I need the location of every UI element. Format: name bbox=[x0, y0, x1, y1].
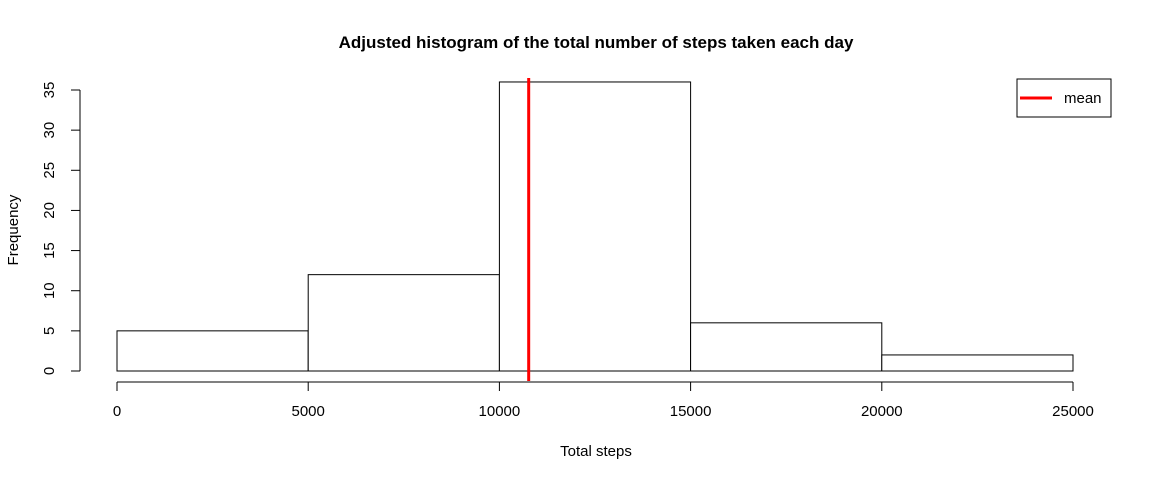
y-tick-label-7: 35 bbox=[41, 82, 58, 99]
y-tick-label-0: 0 bbox=[41, 367, 58, 375]
y-tick-label-3: 15 bbox=[41, 242, 58, 259]
y-axis: 0 5 10 15 20 25 30 35 bbox=[41, 82, 81, 375]
x-tick-label-1: 5000 bbox=[292, 403, 325, 420]
y-tick-label-6: 30 bbox=[41, 122, 58, 139]
histogram-bar-3 bbox=[690, 322, 883, 372]
x-tick-label-3: 15000 bbox=[670, 403, 712, 420]
y-tick-label-2: 10 bbox=[41, 282, 58, 299]
histogram-bar-2 bbox=[498, 81, 692, 372]
histogram-bar-0 bbox=[116, 330, 309, 372]
y-axis-label: Frequency bbox=[5, 194, 22, 265]
chart-title: Adjusted histogram of the total number o… bbox=[339, 33, 854, 52]
histogram-bar-4 bbox=[881, 354, 1074, 372]
y-tick-label-1: 5 bbox=[41, 327, 58, 335]
x-tick-label-2: 10000 bbox=[479, 403, 521, 420]
x-tick-label-0: 0 bbox=[113, 403, 121, 420]
y-tick-label-5: 25 bbox=[41, 162, 58, 179]
x-axis: 0 5000 10000 15000 20000 25000 bbox=[113, 381, 1094, 420]
histogram-bar-1 bbox=[307, 274, 500, 372]
x-tick-label-5: 25000 bbox=[1052, 403, 1094, 420]
x-axis-label: Total steps bbox=[560, 443, 632, 460]
y-tick-label-4: 20 bbox=[41, 202, 58, 219]
legend-mean-label: mean bbox=[1064, 90, 1102, 107]
legend: mean bbox=[1016, 78, 1112, 118]
x-tick-label-4: 20000 bbox=[861, 403, 903, 420]
bars-layer bbox=[116, 81, 1074, 372]
